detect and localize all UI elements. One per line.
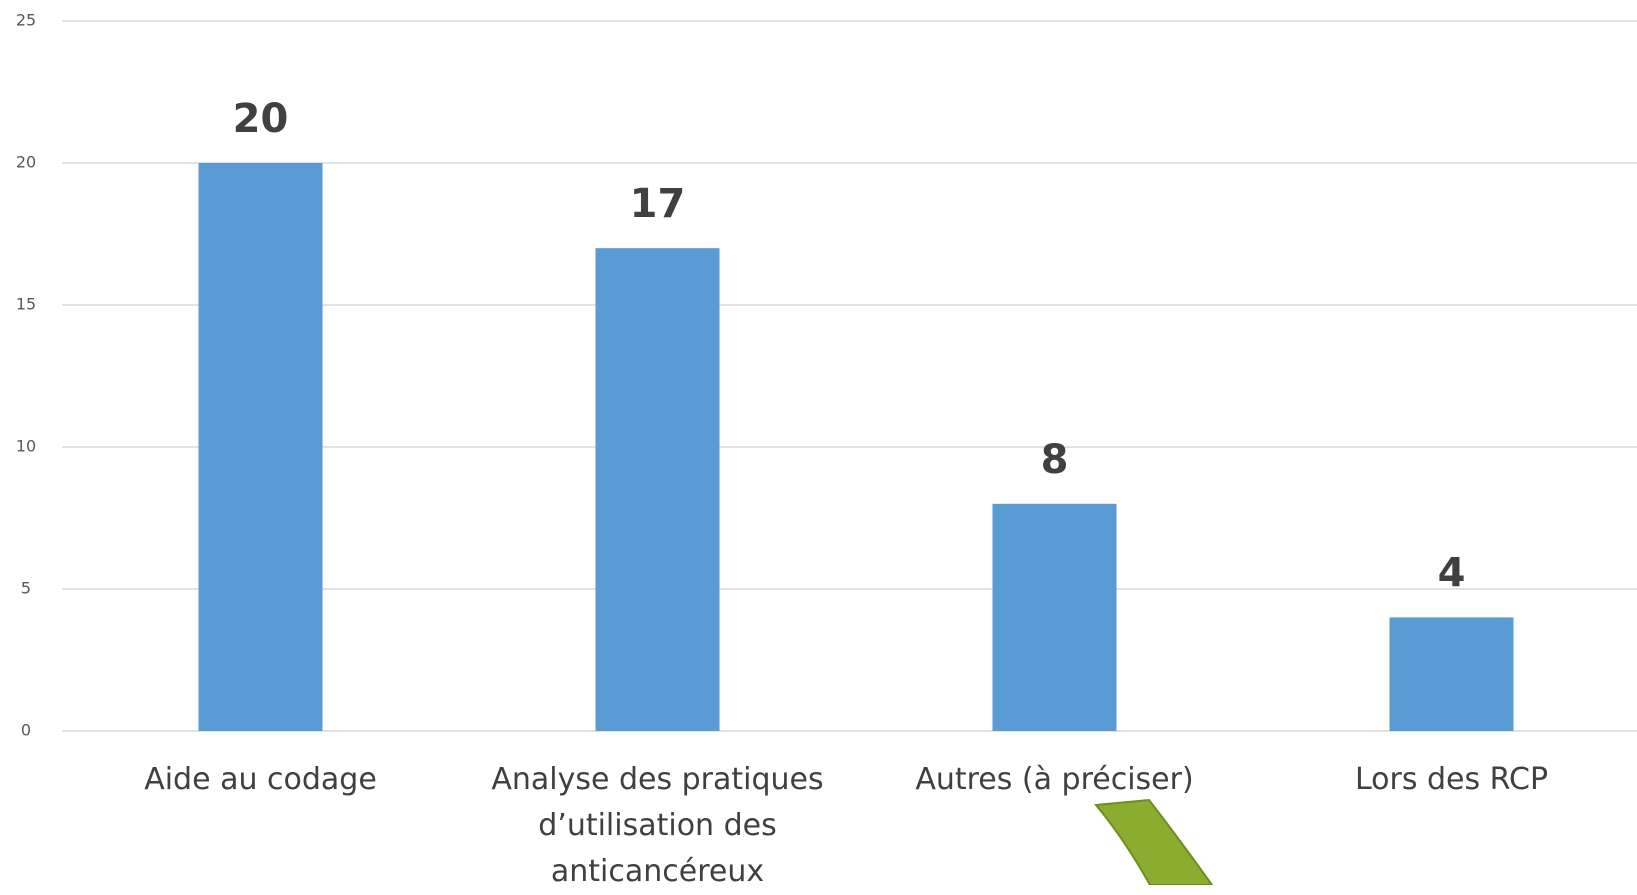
bar — [595, 248, 720, 731]
bar — [1389, 617, 1514, 731]
value-label: 8 — [1041, 437, 1069, 483]
x-tick-label: Autres (à préciser) — [915, 762, 1194, 797]
y-tick-label: 0 — [21, 721, 31, 740]
x-tick-label: Aide au codage — [144, 762, 377, 797]
value-label: 4 — [1438, 550, 1466, 596]
y-tick-label: 5 — [21, 579, 31, 598]
bar — [198, 163, 323, 731]
y-tick-label: 15 — [16, 295, 36, 314]
bar — [992, 503, 1117, 731]
y-tick-label: 20 — [16, 153, 36, 172]
x-tick-label: Lors des RCP — [1354, 762, 1549, 797]
decorative-arrow — [1094, 798, 1214, 885]
value-label: 20 — [233, 96, 289, 142]
value-label: 17 — [630, 181, 686, 227]
y-tick-label: 25 — [16, 11, 36, 30]
x-tick-label: Analyse des pratiques d’utilisation des … — [491, 762, 824, 889]
y-tick-label: 10 — [16, 437, 36, 456]
